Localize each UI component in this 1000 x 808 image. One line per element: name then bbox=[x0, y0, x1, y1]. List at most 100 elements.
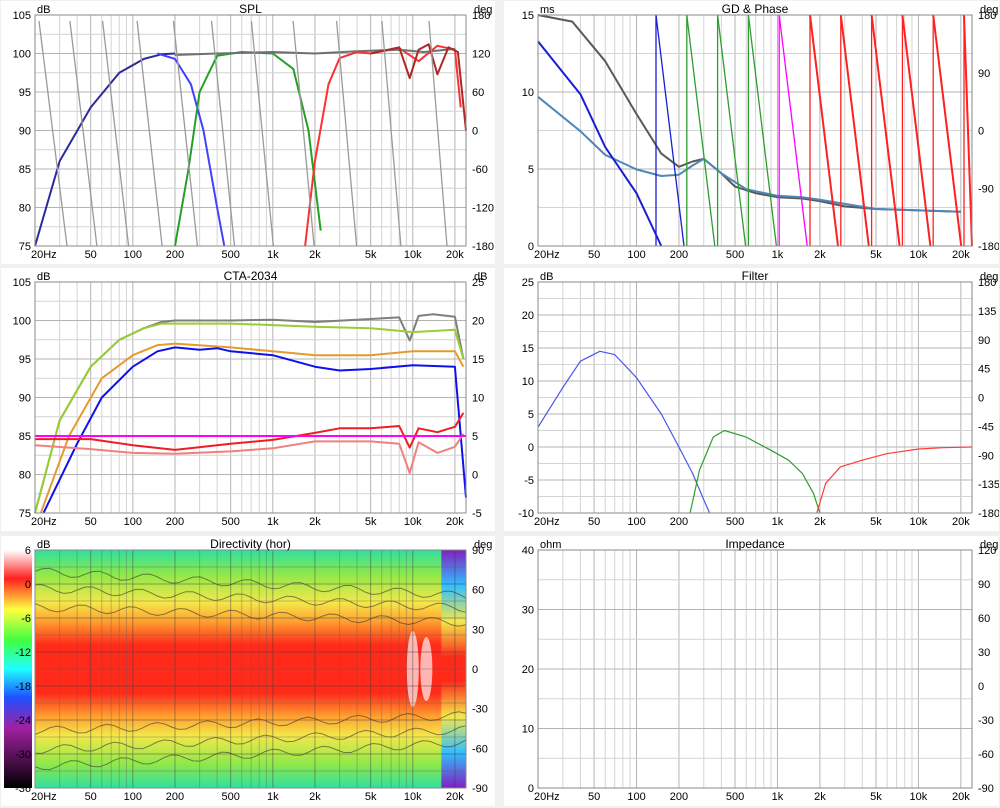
right-tick-label: 60 bbox=[472, 87, 484, 99]
right-tick-label: -120 bbox=[472, 203, 494, 215]
gd-phase-trace bbox=[716, 14, 747, 247]
x-tick-label: 20k bbox=[952, 249, 970, 261]
chart-title: CTA-2034 bbox=[224, 269, 278, 283]
impedance-chart[interactable]: Impedance ohm deg 0 10 20 30 40 -90 -60 -30 0 30 60 90… bbox=[504, 536, 999, 806]
x-tick-label: 5k bbox=[870, 791, 882, 803]
right-tick-label: -90 bbox=[978, 450, 994, 462]
plot-frame bbox=[537, 14, 973, 247]
x-tick-label: 1k bbox=[772, 249, 784, 261]
left-tick-label: 30 bbox=[522, 605, 534, 617]
x-tick-label: 500 bbox=[221, 249, 239, 261]
x-tick-label: 20k bbox=[446, 516, 464, 528]
filter-series-2 bbox=[816, 446, 973, 514]
x-tick-label: 10k bbox=[910, 516, 928, 528]
left-tick-label: -18 bbox=[15, 681, 31, 693]
right-tick-label: -60 bbox=[472, 743, 488, 755]
right-tick-label: -5 bbox=[472, 508, 482, 520]
right-tick-label: -90 bbox=[978, 783, 994, 795]
left-tick-label: -30 bbox=[15, 749, 31, 761]
x-tick-label: 200 bbox=[670, 516, 688, 528]
directivity-contour bbox=[34, 567, 467, 599]
x-tick-label: 10k bbox=[404, 791, 422, 803]
right-tick-label: 90 bbox=[978, 335, 990, 347]
gd-series-0 bbox=[537, 14, 961, 213]
x-tick-label: 5k bbox=[870, 516, 882, 528]
left-tick-label: 15 bbox=[522, 343, 534, 355]
gd-series-2 bbox=[537, 40, 663, 247]
directivity-contour bbox=[34, 603, 467, 627]
x-tick-label: 50 bbox=[85, 249, 97, 261]
left-tick-label: 85 bbox=[19, 164, 31, 176]
left-tick-label: 105 bbox=[13, 277, 31, 289]
right-tick-label: 60 bbox=[978, 613, 990, 625]
left-tick-label: 75 bbox=[19, 508, 31, 520]
left-tick-label: 90 bbox=[19, 393, 31, 405]
spl-phase-trace bbox=[136, 20, 163, 247]
filter-series-1 bbox=[689, 429, 821, 514]
right-tick-label: 90 bbox=[978, 68, 990, 80]
directivity-chart[interactable]: Directivity (hor)dB deg60-6-12-18-24-30-3… bbox=[1, 536, 495, 806]
gd-phase-chart[interactable]: GD & Phase ms deg 0 5 10 15 -180 -90 0 90 180 20Hz 50… bbox=[504, 1, 999, 264]
right-tick-label: -60 bbox=[472, 164, 488, 176]
right-axis-unit: deg bbox=[474, 539, 492, 551]
left-tick-label: 80 bbox=[19, 470, 31, 482]
left-tick-label: 15 bbox=[522, 10, 534, 22]
impedance-panel: Impedance ohm deg 0 10 20 30 40 -90 -60 -30 0 30 60 90… bbox=[504, 536, 999, 806]
cta-series-5 bbox=[34, 433, 465, 474]
x-tick-label: 20Hz bbox=[31, 516, 57, 528]
left-tick-label: 20 bbox=[522, 664, 534, 676]
spl-chart[interactable]: SPL dB deg 75 80 85 90 95 100 105 -180 -120 -60 0 60 12… bbox=[1, 1, 495, 264]
cta-2034-chart[interactable]: CTA-2034 dB dB 75 80 85 90 95 100 105 -5 0 5 10 15 20 25… bbox=[1, 268, 495, 531]
right-tick-label: 60 bbox=[472, 585, 484, 597]
right-tick-label: 0 bbox=[472, 664, 478, 676]
gd-phase-trace bbox=[655, 14, 685, 247]
right-tick-label: -180 bbox=[978, 241, 999, 253]
left-tick-label: 25 bbox=[522, 277, 534, 289]
right-tick-label: 120 bbox=[978, 545, 996, 557]
x-tick-label: 2k bbox=[309, 249, 321, 261]
left-tick-label: 5 bbox=[528, 164, 534, 176]
spl-panel: SPL dB deg 75 80 85 90 95 100 105 -180 -120 -60 0 60 12… bbox=[1, 1, 495, 264]
right-tick-label: 120 bbox=[472, 49, 490, 61]
gd-phase-trace bbox=[686, 14, 716, 247]
x-tick-label: 2k bbox=[814, 791, 826, 803]
gd-phase-trace bbox=[963, 14, 973, 247]
directivity-hf-region bbox=[441, 550, 466, 788]
plot-frame bbox=[34, 281, 467, 514]
spl-phase-trace bbox=[69, 20, 98, 247]
right-axis-unit: deg bbox=[980, 271, 998, 283]
filter-chart[interactable]: Filter dB deg -10 -5 0 5 10 15 20 25 -180 -135 -90 -45… bbox=[504, 268, 999, 531]
x-tick-label: 200 bbox=[670, 249, 688, 261]
x-tick-label: 500 bbox=[726, 249, 744, 261]
left-tick-label: 85 bbox=[19, 431, 31, 443]
x-tick-label: 20Hz bbox=[31, 249, 57, 261]
right-tick-label: 30 bbox=[472, 624, 484, 636]
x-tick-label: 1k bbox=[267, 249, 279, 261]
left-tick-label: 0 bbox=[528, 442, 534, 454]
filter-panel: Filter dB deg -10 -5 0 5 10 15 20 25 -180 -135 -90 -45… bbox=[504, 268, 999, 531]
chart-title: Impedance bbox=[725, 537, 785, 551]
right-axis-unit: deg bbox=[980, 539, 998, 551]
left-tick-label: 10 bbox=[522, 376, 534, 388]
color-scale-bar bbox=[4, 550, 32, 788]
right-tick-label: 0 bbox=[472, 470, 478, 482]
right-tick-label: 0 bbox=[978, 681, 984, 693]
x-tick-label: 20k bbox=[952, 791, 970, 803]
right-tick-label: 30 bbox=[978, 647, 990, 659]
left-tick-label: 5 bbox=[528, 409, 534, 421]
spl-phase-trace bbox=[250, 20, 275, 247]
x-tick-label: 2k bbox=[814, 249, 826, 261]
right-tick-label: -30 bbox=[472, 704, 488, 716]
plot-frame bbox=[537, 549, 973, 789]
x-tick-label: 10k bbox=[404, 249, 422, 261]
left-tick-label: 40 bbox=[522, 545, 534, 557]
x-tick-label: 500 bbox=[221, 791, 239, 803]
left-tick-label: 80 bbox=[19, 203, 31, 215]
cta-series-3 bbox=[42, 346, 467, 514]
x-tick-label: 10k bbox=[404, 516, 422, 528]
directivity-map bbox=[35, 550, 466, 788]
x-tick-label: 1k bbox=[267, 791, 279, 803]
spl-phase-trace bbox=[381, 20, 402, 247]
right-tick-label: 20 bbox=[472, 316, 484, 328]
left-tick-label: 20 bbox=[522, 310, 534, 322]
